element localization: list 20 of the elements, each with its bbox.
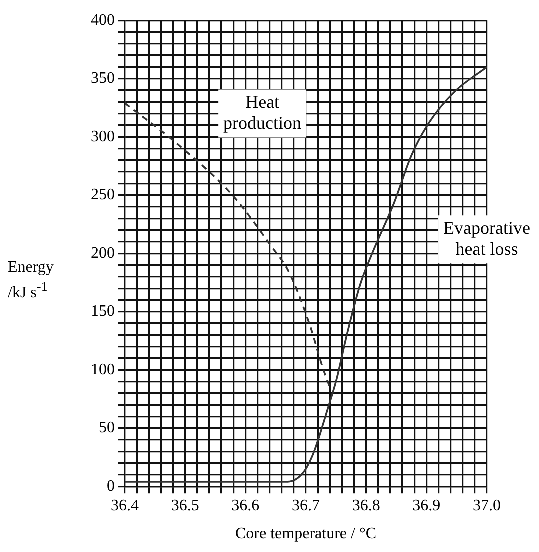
y-tick-label: 200 (91, 244, 115, 262)
y-tick-label: 400 (91, 12, 115, 29)
x-tick-label: 36.5 (171, 497, 200, 514)
x-tick-label: 36.6 (232, 497, 260, 514)
x-tick-label: 36.4 (111, 497, 139, 514)
x-tick-label: 36.9 (412, 497, 441, 514)
y-tick-label: 350 (91, 70, 115, 88)
y-tick-label: 150 (91, 303, 115, 320)
text: Heat production (224, 92, 302, 134)
x-tick-label: 37.0 (473, 497, 501, 514)
x-axis-title: Core temperature / °C (235, 526, 377, 543)
y-tick-label: 300 (91, 128, 115, 146)
x-tick-label: 36.7 (292, 497, 320, 514)
text: Evaporative heat loss (444, 218, 530, 259)
y-tick-label: 250 (91, 186, 115, 204)
y-tick-label: 50 (99, 420, 115, 437)
x-tick-label: 36.8 (352, 497, 380, 514)
y-tick-label: 100 (91, 361, 115, 378)
y-axis-title: Energy /kJ s$^{-1}$ (8, 258, 54, 302)
y-tick-label: 0 (107, 478, 115, 495)
